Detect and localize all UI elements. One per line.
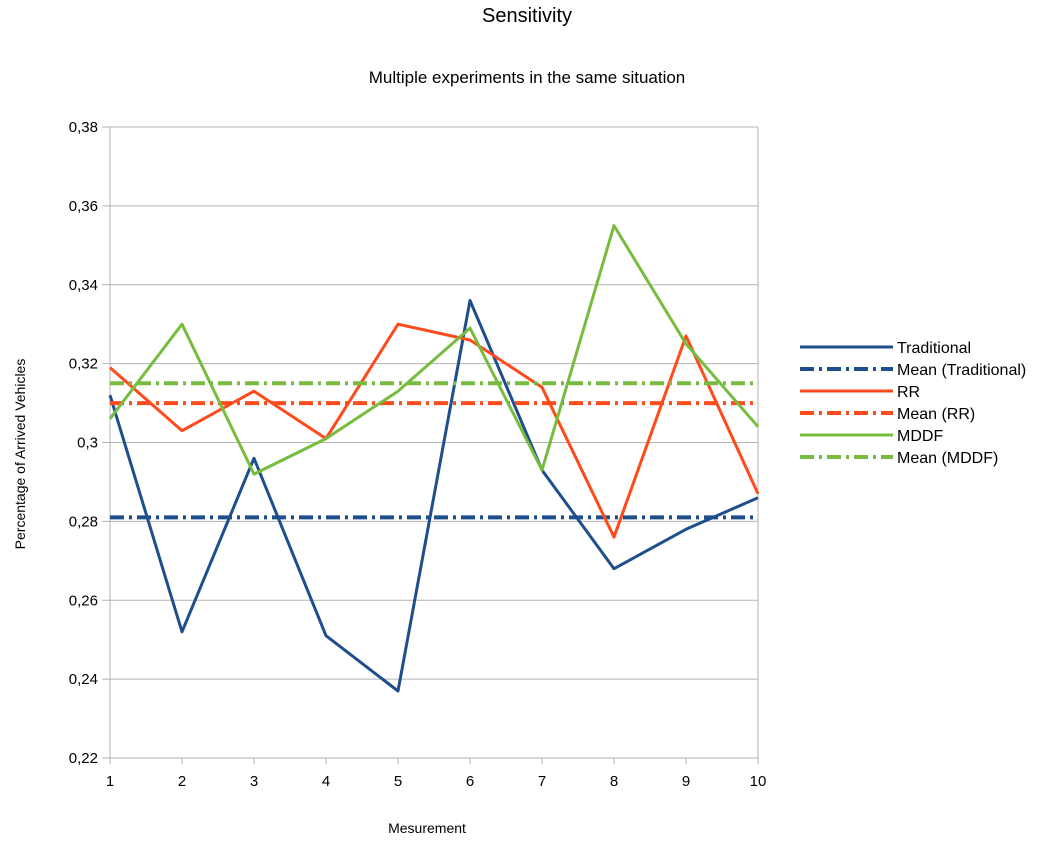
x-tick-label: 1 — [106, 773, 114, 790]
chart-subtitle: Multiple experiments in the same situati… — [369, 68, 686, 87]
legend-label: Traditional — [897, 340, 971, 357]
series-line-traditional — [108, 299, 759, 693]
y-tick-label: 0,34 — [69, 277, 98, 294]
x-tick-label: 3 — [250, 773, 258, 790]
legend-label: Mean (Traditional) — [897, 362, 1026, 379]
chart-title: Sensitivity — [482, 5, 572, 27]
series-lines — [108, 224, 760, 693]
x-tick-label: 6 — [466, 773, 474, 790]
x-tick-label: 2 — [178, 773, 186, 790]
legend-label: MDDF — [897, 428, 943, 445]
legend-label: Mean (RR) — [897, 406, 975, 423]
x-tick-label: 5 — [394, 773, 402, 790]
x-tick-label: 9 — [682, 773, 690, 790]
legend: Traditional Mean (Traditional) RR Mean (RR)… — [800, 340, 1026, 467]
x-tick-label: 4 — [322, 773, 330, 790]
x-tick-label: 7 — [538, 773, 546, 790]
y-tick-label: 0,3 — [77, 435, 98, 452]
axes: 0,22 0,24 0,26 0,28 0,3 0,32 0,34 0,36 0,38 1 2 3 4 5… — [69, 119, 767, 790]
y-tick-label: 0,28 — [69, 513, 98, 530]
legend-label: Mean (MDDF) — [897, 450, 998, 467]
y-tick-label: 0,38 — [69, 119, 98, 136]
x-axis-label: Mesurement — [388, 820, 466, 836]
x-tick-label: 8 — [610, 773, 618, 790]
y-tick-label: 0,26 — [69, 592, 98, 609]
legend-label: RR — [897, 384, 920, 401]
y-tick-label: 0,24 — [69, 671, 98, 688]
y-tick-label: 0,32 — [69, 356, 98, 373]
y-tick-label: 0,22 — [69, 750, 98, 767]
y-axis-label: Percentage of Arrived Vehicles — [12, 359, 28, 550]
x-tick-label: 10 — [750, 773, 767, 790]
series-line-mddf — [108, 224, 760, 476]
y-tick-label: 0,36 — [69, 198, 98, 215]
series-line-rr — [109, 322, 760, 539]
grid — [110, 126, 758, 759]
